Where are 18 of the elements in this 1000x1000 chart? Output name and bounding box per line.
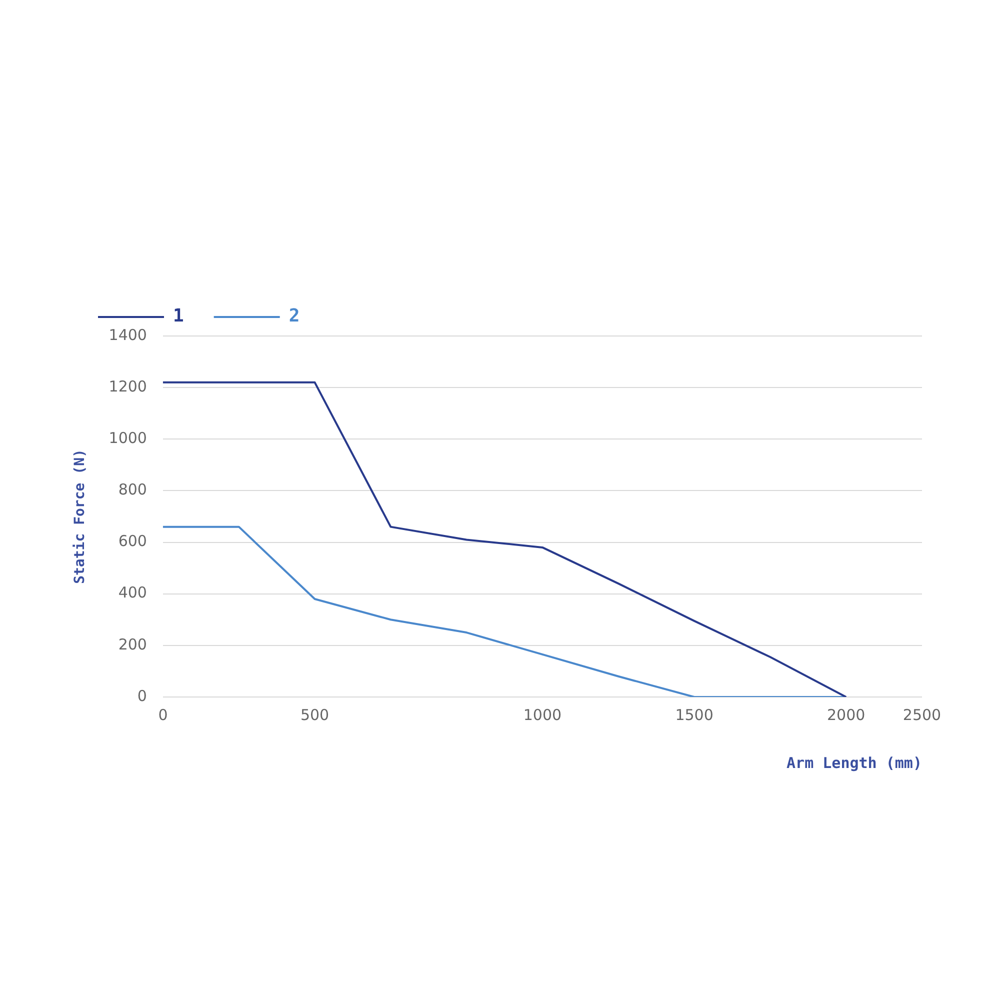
x-axis-title: Arm Length (mm): [786, 754, 922, 772]
y-tick-label: 800: [118, 480, 147, 499]
x-tick-label: 0: [158, 706, 168, 724]
y-tick-label: 1000: [108, 429, 147, 448]
legend-label: 1: [173, 306, 184, 327]
x-tick-label: 2000: [827, 706, 866, 724]
x-tick-label: 500: [300, 706, 330, 724]
y-tick-label: 600: [118, 532, 147, 550]
y-axis-title: Static Force (N): [72, 449, 88, 584]
y-tick-label: 1200: [108, 377, 147, 396]
y-tick-label: 1400: [108, 326, 147, 344]
x-tick-label: 1000: [523, 706, 562, 724]
x-tick-label: 2500: [902, 706, 942, 724]
y-tick-label: 200: [118, 635, 147, 654]
y-tick-label: 400: [118, 584, 147, 602]
legend-label: 2: [288, 306, 300, 327]
x-tick-label: 1500: [675, 706, 714, 724]
y-tick-label: 0: [137, 686, 147, 705]
